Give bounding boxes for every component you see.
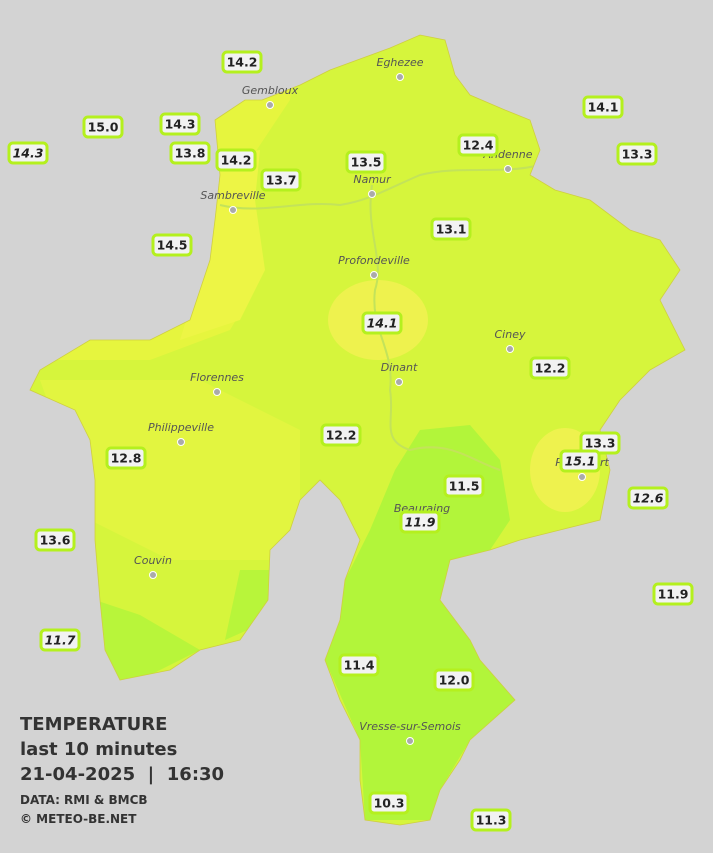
city-label: Ciney (495, 328, 526, 341)
station-value: 14.1 (367, 316, 398, 331)
station-value: 11.4 (344, 658, 375, 673)
station-value: 12.4 (463, 138, 494, 153)
station-box (221, 50, 263, 74)
station-box (433, 668, 475, 692)
station-value: 12.0 (439, 673, 470, 688)
city-label: Eghezee (377, 56, 424, 69)
station-value: 14.2 (221, 153, 252, 168)
city-dot (578, 473, 586, 481)
city-dot (149, 571, 157, 579)
station-value: 11.9 (405, 515, 436, 530)
station-box (338, 653, 380, 677)
station-box (215, 148, 257, 172)
city-dot (506, 345, 514, 353)
station-value: 13.3 (585, 436, 616, 451)
city-dot (229, 206, 237, 214)
station-box (616, 142, 658, 166)
zone (95, 600, 200, 690)
zone (325, 425, 515, 820)
city-label: Namur (353, 173, 392, 186)
caption-title: TEMPERATURE (20, 714, 167, 735)
station-value: 13.6 (40, 533, 71, 548)
station-box (320, 423, 362, 447)
station-box (457, 133, 499, 157)
station-value: 11.3 (476, 813, 507, 828)
city-label: Philippeville (148, 421, 214, 434)
caption-period: last 10 minutes (20, 739, 177, 760)
station-box (399, 510, 441, 534)
station-value: 15.1 (565, 454, 596, 469)
station-box (345, 150, 387, 174)
station-box (443, 474, 485, 498)
station-box (34, 528, 76, 552)
station-value: 10.3 (374, 796, 405, 811)
city-dot (396, 73, 404, 81)
city-label: Sambreville (200, 189, 265, 202)
station-box (105, 446, 147, 470)
station-value: 11.7 (45, 633, 76, 648)
station-value: 11.5 (449, 479, 480, 494)
station-value: 12.6 (633, 491, 664, 506)
station-value: 14.3 (165, 117, 196, 132)
station-value: 14.1 (588, 100, 619, 115)
city-dot (504, 165, 512, 173)
city-dot (395, 378, 403, 386)
city-dot (370, 271, 378, 279)
station-value: 12.8 (111, 451, 142, 466)
station-box (7, 141, 49, 165)
station-value: 12.2 (535, 361, 566, 376)
caption-copyright: © METEO-BE.NET (20, 812, 137, 826)
caption-source: DATA: RMI & BMCB (20, 793, 148, 807)
station-value: 13.8 (175, 146, 206, 161)
station-value: 11.9 (658, 587, 689, 602)
city-dot (368, 190, 376, 198)
station-box (82, 115, 124, 139)
station-box (627, 486, 669, 510)
zone (40, 380, 300, 560)
station-box (361, 311, 403, 335)
station-box (430, 217, 472, 241)
station-value: 13.1 (436, 222, 467, 237)
river (219, 164, 541, 471)
station-value: 15.0 (88, 120, 119, 135)
city-label: Florennes (190, 371, 244, 384)
caption-datetime: 21-04-2025 | 16:30 (20, 764, 224, 785)
station-box (368, 791, 410, 815)
zone (180, 150, 265, 340)
city-label: Vresse-sur-Semois (359, 720, 461, 733)
station-box (470, 808, 512, 832)
station-box (39, 628, 81, 652)
station-value: 14.3 (13, 146, 44, 161)
station-value: 14.2 (227, 55, 258, 70)
city-label: Profondeville (338, 254, 410, 267)
city-dot (266, 101, 274, 109)
city-dot (213, 388, 221, 396)
station-box (151, 233, 193, 257)
station-box (169, 141, 211, 165)
station-box (529, 356, 571, 380)
stations: 14.2 14.1 15.0 14.3 14.3 13.8 14.2 12.4 13.5 13.3… (7, 50, 694, 832)
station-value: 14.5 (157, 238, 188, 253)
station-value: 13.7 (266, 173, 297, 188)
station-box (582, 95, 624, 119)
city-label: Dinant (381, 361, 418, 374)
station-box (159, 112, 201, 136)
city-label: Gembloux (242, 84, 299, 97)
station-value: 13.3 (622, 147, 653, 162)
station-value: 12.2 (326, 428, 357, 443)
city-dot (406, 737, 414, 745)
station-box (260, 168, 302, 192)
station-box (652, 582, 694, 606)
city-label: Couvin (134, 554, 172, 567)
station-box (559, 449, 601, 473)
station-value: 13.5 (351, 155, 382, 170)
city-dot (177, 438, 185, 446)
